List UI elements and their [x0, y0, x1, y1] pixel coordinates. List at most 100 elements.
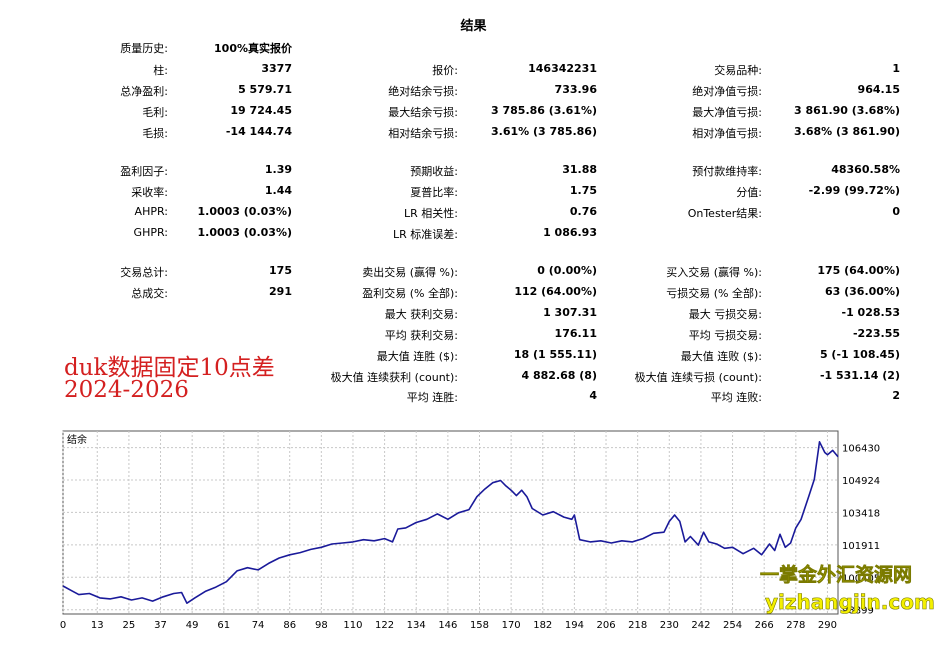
stat-value-c2: 1 086.93 — [543, 226, 597, 239]
stat-label-c2: 最大结余亏损: — [388, 106, 458, 119]
stat-value-c1: 175 — [269, 264, 292, 277]
x-tick-label: 290 — [818, 620, 837, 631]
x-tick-label: 134 — [407, 620, 426, 631]
stat-label-c1: 毛损: — [142, 127, 168, 140]
stat-label-c2: 平均 连胜: — [406, 391, 458, 404]
stat-label-c2: 最大 获利交易: — [384, 308, 458, 321]
x-tick-label: 242 — [691, 620, 710, 631]
x-tick-label: 278 — [786, 620, 805, 631]
stat-label-c2: 相对结余亏损: — [388, 127, 458, 140]
stat-label-c1: GHPR: — [133, 226, 168, 239]
stat-label-c2: 报价: — [432, 64, 458, 77]
stat-value-c2: 0.76 — [569, 205, 597, 218]
x-tick-label: 218 — [628, 620, 647, 631]
y-tick-label: 106430 — [842, 444, 880, 455]
stat-label-c3: 预付款维持率: — [692, 165, 762, 178]
stat-label-c1: AHPR: — [134, 205, 168, 218]
stat-value-c2: 0 (0.00%) — [537, 264, 597, 277]
stat-value-c2: 1 307.31 — [543, 306, 597, 319]
stat-label-c3: 最大值 连败 ($): — [680, 350, 762, 363]
y-tick-label: 98899 — [842, 606, 874, 617]
stat-label-c3: 亏损交易 (% 全部): — [666, 287, 762, 300]
stat-value-c1: 3377 — [261, 62, 292, 75]
stat-value-c3: 1 — [892, 62, 900, 75]
stat-label-c1: 盈利因子: — [120, 165, 168, 178]
stat-value-c2: 733.96 — [554, 83, 597, 96]
stat-label-c1: 总净盈利: — [120, 85, 168, 98]
stat-value-c2: 1.75 — [569, 184, 597, 197]
x-tick-label: 266 — [755, 620, 774, 631]
stat-label-c3: 最大净值亏损: — [692, 106, 762, 119]
stat-label-c3: OnTester结果: — [687, 207, 762, 220]
x-tick-label: 0 — [60, 620, 66, 631]
stat-value-c2: 146342231 — [528, 62, 597, 75]
stat-value-c3: 964.15 — [857, 83, 900, 96]
stat-value-c3: 5 (-1 108.45) — [819, 348, 900, 361]
report-title: 结果 — [460, 19, 487, 34]
y-tick-label: 101911 — [842, 541, 880, 552]
stat-label-c1: 毛利: — [142, 106, 168, 119]
stat-label-c2: 盈利交易 (% 全部): — [362, 287, 458, 300]
stat-label-c2: 绝对结余亏损: — [388, 85, 458, 98]
overlay-title-line1: duk数据固定10点差 — [64, 355, 275, 381]
x-tick-label: 37 — [154, 620, 167, 631]
stat-value-c3: 3.68% (3 861.90) — [794, 125, 900, 138]
stat-value-c1: 1.39 — [264, 163, 292, 176]
history-quality-label: 质量历史: — [120, 42, 168, 55]
x-tick-label: 110 — [343, 620, 362, 631]
y-tick-label: 104924 — [842, 476, 880, 487]
x-tick-label: 61 — [217, 620, 230, 631]
stat-value-c3: 175 (64.00%) — [817, 264, 900, 277]
stat-value-c2: 176.11 — [554, 327, 597, 340]
stat-value-c1: 1.0003 (0.03%) — [197, 226, 293, 239]
stat-label-c2: 最大值 连胜 ($): — [376, 350, 458, 363]
stat-label-c1: 柱: — [153, 64, 168, 77]
stat-value-c3: 3 861.90 (3.68%) — [794, 104, 900, 117]
stat-value-c2: 3 785.86 (3.61%) — [491, 104, 597, 117]
stat-label-c3: 平均 亏损交易: — [688, 329, 762, 342]
stat-value-c2: 18 (1 555.11) — [513, 348, 597, 361]
x-tick-label: 170 — [502, 620, 521, 631]
stat-value-c3: -2.99 (99.72%) — [808, 184, 900, 197]
stat-value-c3: 63 (36.00%) — [824, 285, 900, 298]
stat-label-c2: LR 相关性: — [404, 207, 458, 220]
stat-label-c3: 极大值 连续亏损 (count): — [634, 371, 762, 384]
overlay-title-line2: 2024-2026 — [64, 377, 189, 403]
stat-label-c2: 夏普比率: — [410, 186, 458, 199]
x-tick-label: 74 — [252, 620, 265, 631]
stat-value-c2: 31.88 — [562, 163, 597, 176]
stat-label-c2: 卖出交易 (赢得 %): — [362, 266, 458, 279]
stat-label-c3: 相对净值亏损: — [692, 127, 762, 140]
stat-value-c3: -1 028.53 — [841, 306, 901, 319]
stat-value-c1: 1.44 — [264, 184, 292, 197]
stat-label-c3: 最大 亏损交易: — [688, 308, 762, 321]
stat-value-c1: 19 724.45 — [230, 104, 292, 117]
y-tick-label: 100405 — [842, 573, 880, 584]
stat-label-c3: 分值: — [736, 186, 762, 199]
balance-series-line — [62, 440, 839, 604]
x-tick-label: 13 — [91, 620, 104, 631]
balance-chart-svg: 0 13 25 37 49 61 74 86 98 110 122 134 146 158 170 182 19… — [60, 430, 880, 631]
stat-label-c3: 平均 连败: — [710, 391, 762, 404]
history-quality-value: 100%真实报价 — [214, 42, 292, 55]
x-tick-label: 98 — [315, 620, 328, 631]
y-tick-label: 103418 — [842, 508, 880, 519]
x-tick-label: 25 — [123, 620, 136, 631]
stat-value-c2: 4 — [589, 389, 597, 402]
stat-value-c1: -14 144.74 — [225, 125, 292, 138]
stat-label-c2: 预期收益: — [410, 165, 458, 178]
stat-value-c3: 2 — [892, 389, 900, 402]
plot-frame — [62, 430, 839, 615]
stat-value-c3: -223.55 — [852, 327, 900, 340]
stat-label-c2: 平均 获利交易: — [384, 329, 458, 342]
x-tick-label: 230 — [660, 620, 679, 631]
stat-value-c3: -1 531.14 (2) — [819, 369, 900, 382]
stat-label-c3: 买入交易 (赢得 %): — [666, 266, 762, 279]
stat-label-c2: LR 标准误差: — [393, 228, 458, 241]
x-tick-label: 254 — [723, 620, 742, 631]
stat-label-c1: 采收率: — [131, 186, 168, 199]
stat-value-c2: 3.61% (3 785.86) — [491, 125, 597, 138]
stat-label-c2: 极大值 连续获利 (count): — [330, 371, 458, 384]
stat-value-c2: 112 (64.00%) — [514, 285, 597, 298]
watermark-site-name: 一掌金外汇资源网 — [760, 564, 913, 587]
